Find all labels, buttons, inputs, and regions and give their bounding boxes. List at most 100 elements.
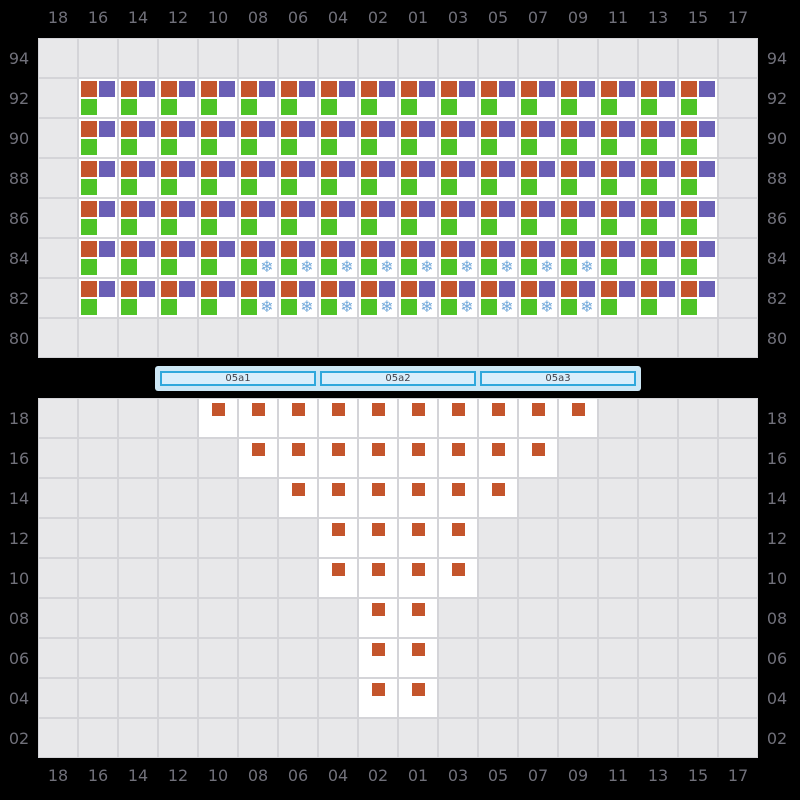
seat-cell-82-09[interactable]: ❄	[559, 279, 597, 317]
seat-cell-88-13[interactable]	[639, 159, 677, 197]
seat-cell-84-12[interactable]	[159, 239, 197, 277]
seat-cell-88-16[interactable]	[79, 159, 117, 197]
seat-cell-18-01[interactable]	[399, 399, 437, 437]
seat-cell-90-07[interactable]	[519, 119, 557, 157]
seat-cell-18-09[interactable]	[559, 399, 597, 437]
seat-cell-90-02[interactable]	[359, 119, 397, 157]
seat-cell-86-08[interactable]	[239, 199, 277, 237]
seat-cell-90-03[interactable]	[439, 119, 477, 157]
seat-cell-14-03[interactable]	[439, 479, 477, 517]
seat-cell-82-12[interactable]	[159, 279, 197, 317]
seat-cell-88-07[interactable]	[519, 159, 557, 197]
seat-cell-88-05[interactable]	[479, 159, 517, 197]
seat-cell-88-12[interactable]	[159, 159, 197, 197]
seat-cell-90-11[interactable]	[599, 119, 637, 157]
seat-cell-86-03[interactable]	[439, 199, 477, 237]
seat-cell-12-01[interactable]	[399, 519, 437, 557]
seat-cell-84-11[interactable]	[599, 239, 637, 277]
seat-cell-82-11[interactable]	[599, 279, 637, 317]
seat-cell-86-15[interactable]	[679, 199, 717, 237]
seat-cell-88-01[interactable]	[399, 159, 437, 197]
seat-cell-82-14[interactable]	[119, 279, 157, 317]
seat-cell-18-03[interactable]	[439, 399, 477, 437]
seat-cell-92-05[interactable]	[479, 79, 517, 117]
seat-cell-82-06[interactable]: ❄	[279, 279, 317, 317]
seat-cell-92-12[interactable]	[159, 79, 197, 117]
seat-cell-84-14[interactable]	[119, 239, 157, 277]
seat-cell-16-02[interactable]	[359, 439, 397, 477]
seat-cell-82-08[interactable]: ❄	[239, 279, 277, 317]
seat-cell-84-04[interactable]: ❄	[319, 239, 357, 277]
seat-cell-92-08[interactable]	[239, 79, 277, 117]
seat-cell-84-13[interactable]	[639, 239, 677, 277]
seat-cell-92-14[interactable]	[119, 79, 157, 117]
seat-cell-82-13[interactable]	[639, 279, 677, 317]
section-bar-05a1[interactable]: 05a1	[160, 371, 316, 386]
seat-cell-82-02[interactable]: ❄	[359, 279, 397, 317]
seat-cell-88-10[interactable]	[199, 159, 237, 197]
seat-cell-86-16[interactable]	[79, 199, 117, 237]
seat-cell-92-03[interactable]	[439, 79, 477, 117]
seat-cell-88-14[interactable]	[119, 159, 157, 197]
seat-cell-16-01[interactable]	[399, 439, 437, 477]
seat-cell-86-14[interactable]	[119, 199, 157, 237]
seat-cell-88-02[interactable]	[359, 159, 397, 197]
seat-cell-14-05[interactable]	[479, 479, 517, 517]
seat-cell-88-06[interactable]	[279, 159, 317, 197]
seat-cell-82-15[interactable]	[679, 279, 717, 317]
seat-cell-16-07[interactable]	[519, 439, 557, 477]
seat-cell-86-06[interactable]	[279, 199, 317, 237]
seat-cell-92-13[interactable]	[639, 79, 677, 117]
seat-cell-86-04[interactable]	[319, 199, 357, 237]
seat-cell-82-03[interactable]: ❄	[439, 279, 477, 317]
seat-cell-84-15[interactable]	[679, 239, 717, 277]
seat-cell-92-16[interactable]	[79, 79, 117, 117]
seat-cell-92-02[interactable]	[359, 79, 397, 117]
seat-cell-10-03[interactable]	[439, 559, 477, 597]
seat-cell-82-04[interactable]: ❄	[319, 279, 357, 317]
seat-cell-92-07[interactable]	[519, 79, 557, 117]
seat-cell-12-04[interactable]	[319, 519, 357, 557]
seat-cell-18-08[interactable]	[239, 399, 277, 437]
seat-cell-86-02[interactable]	[359, 199, 397, 237]
seat-cell-86-11[interactable]	[599, 199, 637, 237]
seat-cell-88-09[interactable]	[559, 159, 597, 197]
seat-cell-88-08[interactable]	[239, 159, 277, 197]
seat-cell-84-01[interactable]: ❄	[399, 239, 437, 277]
seat-cell-84-03[interactable]: ❄	[439, 239, 477, 277]
seat-cell-84-05[interactable]: ❄	[479, 239, 517, 277]
section-bar-05a2[interactable]: 05a2	[320, 371, 476, 386]
seat-cell-82-16[interactable]	[79, 279, 117, 317]
seat-cell-18-07[interactable]	[519, 399, 557, 437]
seat-cell-92-04[interactable]	[319, 79, 357, 117]
seat-cell-06-02[interactable]	[359, 639, 397, 677]
seat-cell-92-01[interactable]	[399, 79, 437, 117]
seat-cell-92-11[interactable]	[599, 79, 637, 117]
seat-cell-18-04[interactable]	[319, 399, 357, 437]
seat-cell-14-02[interactable]	[359, 479, 397, 517]
seat-cell-82-10[interactable]	[199, 279, 237, 317]
seat-cell-86-01[interactable]	[399, 199, 437, 237]
seat-cell-16-03[interactable]	[439, 439, 477, 477]
seat-cell-90-15[interactable]	[679, 119, 717, 157]
seat-cell-90-08[interactable]	[239, 119, 277, 157]
seat-cell-82-05[interactable]: ❄	[479, 279, 517, 317]
seat-cell-88-04[interactable]	[319, 159, 357, 197]
seat-cell-88-15[interactable]	[679, 159, 717, 197]
seat-cell-92-09[interactable]	[559, 79, 597, 117]
seat-cell-18-06[interactable]	[279, 399, 317, 437]
section-bar-05a3[interactable]: 05a3	[480, 371, 636, 386]
seat-cell-14-06[interactable]	[279, 479, 317, 517]
seat-cell-04-01[interactable]	[399, 679, 437, 717]
seat-cell-10-01[interactable]	[399, 559, 437, 597]
seat-cell-86-07[interactable]	[519, 199, 557, 237]
seat-cell-18-02[interactable]	[359, 399, 397, 437]
seat-cell-18-05[interactable]	[479, 399, 517, 437]
seat-cell-84-07[interactable]: ❄	[519, 239, 557, 277]
seat-cell-82-01[interactable]: ❄	[399, 279, 437, 317]
seat-cell-04-02[interactable]	[359, 679, 397, 717]
seat-cell-88-03[interactable]	[439, 159, 477, 197]
seat-cell-16-06[interactable]	[279, 439, 317, 477]
seat-cell-90-01[interactable]	[399, 119, 437, 157]
seat-cell-06-01[interactable]	[399, 639, 437, 677]
